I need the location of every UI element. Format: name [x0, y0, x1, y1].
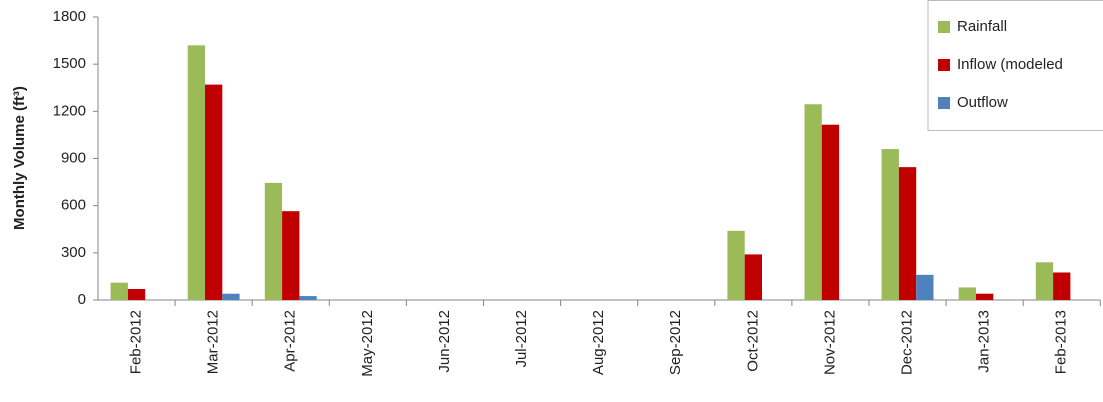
legend-label: Outflow — [957, 94, 1008, 111]
y-axis-label: Monthly Volume (ft³) — [11, 86, 28, 230]
x-tick-label: May-2012 — [359, 310, 376, 377]
legend-swatch — [938, 21, 950, 33]
y-tick-label: 1800 — [53, 8, 86, 25]
legend-label: Inflow (modeled — [957, 56, 1063, 73]
bar — [976, 293, 994, 300]
x-tick-label: Nov-2012 — [821, 310, 838, 375]
bar — [744, 254, 762, 300]
x-tick-label: Mar-2012 — [205, 310, 222, 374]
bar — [110, 282, 128, 300]
bar — [187, 45, 205, 300]
x-tick-label: Sep-2012 — [667, 310, 684, 375]
y-tick-label: 300 — [61, 244, 86, 261]
y-tick-label: 1200 — [53, 102, 86, 119]
bar — [264, 182, 283, 300]
x-tick-label: Apr-2012 — [282, 310, 299, 372]
bar — [804, 104, 822, 300]
bar — [898, 167, 917, 300]
bar — [299, 296, 317, 300]
legend-label: Rainfall — [957, 18, 1007, 35]
bar — [222, 293, 240, 300]
bar — [1035, 262, 1054, 300]
bar — [282, 211, 300, 300]
bar — [727, 230, 745, 300]
x-tick-label: Jul-2012 — [513, 310, 530, 368]
y-tick-label: 1500 — [53, 55, 86, 72]
x-tick-label: Aug-2012 — [590, 310, 607, 375]
y-tick-label: 900 — [61, 149, 86, 166]
x-tick-label: Jan-2013 — [976, 310, 993, 373]
y-tick-label: 0 — [78, 291, 86, 308]
bar — [958, 287, 976, 300]
bar — [127, 288, 146, 300]
bar — [916, 274, 934, 300]
x-tick-label: Dec-2012 — [899, 310, 916, 375]
bar — [821, 124, 840, 300]
x-tick-label: Feb-2012 — [128, 310, 145, 374]
bar — [881, 149, 899, 300]
legend-swatch — [938, 97, 950, 109]
x-tick-label: Jun-2012 — [436, 310, 453, 373]
y-tick-label: 600 — [61, 197, 86, 214]
x-tick-label: Feb-2013 — [1053, 310, 1070, 374]
legend-box — [927, 0, 1103, 131]
legend-swatch — [938, 59, 950, 71]
x-tick-label: Oct-2012 — [744, 310, 761, 372]
bar — [205, 84, 223, 300]
bar — [1053, 272, 1071, 300]
